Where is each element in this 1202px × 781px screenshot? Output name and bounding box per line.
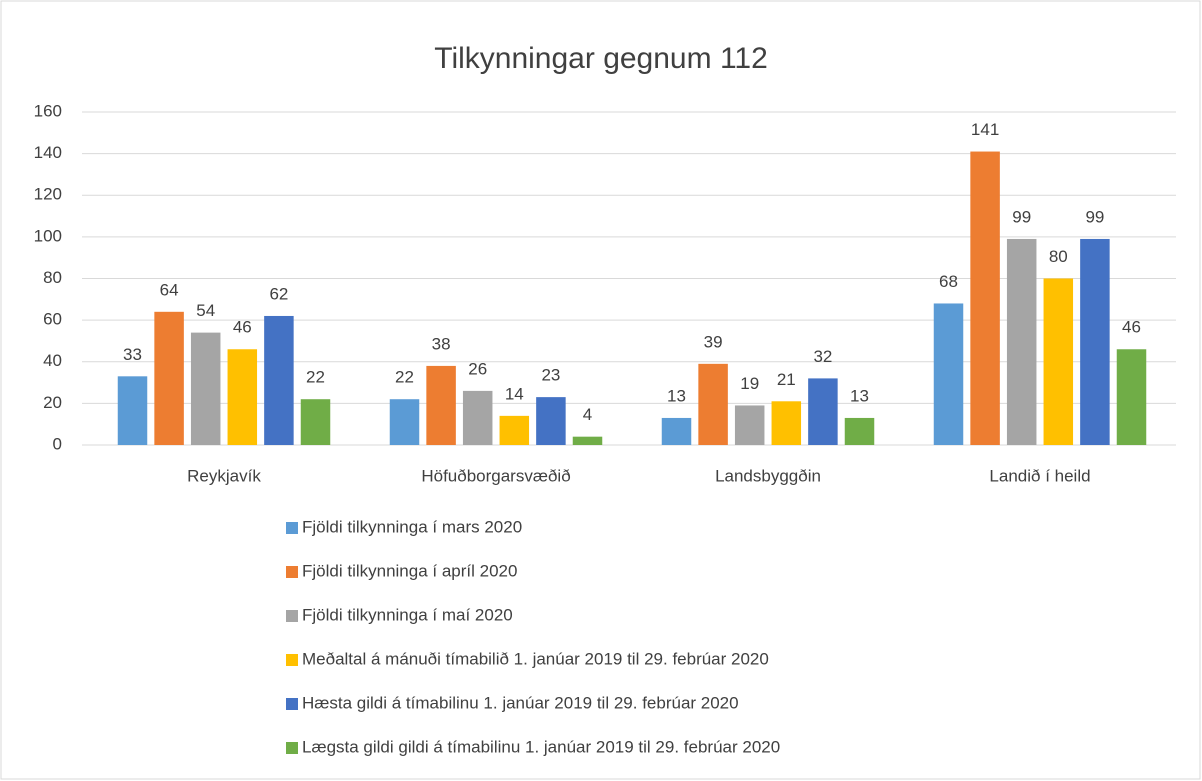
data-label: 68 xyxy=(939,272,958,291)
bar xyxy=(844,417,875,445)
y-tick-label: 120 xyxy=(34,185,62,204)
data-label: 99 xyxy=(1012,207,1031,226)
data-label: 26 xyxy=(468,359,487,378)
legend-swatch xyxy=(286,698,298,710)
data-label: 80 xyxy=(1049,247,1068,266)
data-label: 22 xyxy=(395,368,414,387)
bar xyxy=(300,399,331,445)
bar xyxy=(389,399,420,445)
data-label: 19 xyxy=(740,374,759,393)
bar xyxy=(933,303,964,445)
data-label: 22 xyxy=(306,368,325,387)
x-tick-label: Reykjavík xyxy=(187,466,261,485)
bar xyxy=(426,365,456,445)
bar xyxy=(190,332,221,445)
data-label: 4 xyxy=(583,405,592,424)
legend-swatch xyxy=(286,522,298,534)
data-label: 14 xyxy=(505,384,524,403)
legend-label: Meðaltal á mánuði tímabilið 1. janúar 20… xyxy=(302,649,769,668)
data-label: 46 xyxy=(233,318,252,337)
chart-title: Tilkynningar gegnum 112 xyxy=(434,42,768,75)
data-label: 99 xyxy=(1085,207,1104,226)
bar xyxy=(536,397,566,445)
y-tick-label: 0 xyxy=(53,434,62,453)
bar xyxy=(1116,349,1147,445)
bar xyxy=(462,390,493,445)
x-tick-label: Landsbyggðin xyxy=(715,466,821,485)
data-label: 21 xyxy=(777,370,796,389)
data-label: 54 xyxy=(196,301,215,320)
y-tick-label: 100 xyxy=(34,226,62,245)
legend-label: Fjöldi tilkynninga í apríl 2020 xyxy=(302,561,517,580)
data-label: 13 xyxy=(667,386,686,405)
legend-label: Fjöldi tilkynninga í mars 2020 xyxy=(302,517,522,536)
bar xyxy=(1043,278,1074,445)
bar xyxy=(771,401,802,445)
legend-swatch xyxy=(286,610,298,622)
x-tick-label: Landið í heild xyxy=(989,466,1090,485)
legend-label: Hæsta gildi á tímabilinu 1. janúar 2019 … xyxy=(302,693,739,712)
data-label: 64 xyxy=(160,280,179,299)
bar xyxy=(970,151,1000,445)
legend-swatch xyxy=(286,742,298,754)
data-label: 32 xyxy=(813,347,832,366)
legend-label: Lægsta gildi gildi á tímabilinu 1. janúa… xyxy=(302,737,780,756)
data-label: 38 xyxy=(432,334,451,353)
y-tick-label: 40 xyxy=(43,351,62,370)
data-label: 23 xyxy=(541,366,560,385)
y-tick-label: 60 xyxy=(43,310,62,329)
bar xyxy=(117,376,148,445)
data-label: 39 xyxy=(704,332,723,351)
bar xyxy=(499,415,530,445)
data-label: 33 xyxy=(123,345,142,364)
bar xyxy=(572,436,603,445)
bar xyxy=(661,417,692,445)
legend-label: Fjöldi tilkynninga í maí 2020 xyxy=(302,605,513,624)
y-tick-label: 160 xyxy=(34,101,62,120)
data-label: 62 xyxy=(269,284,288,303)
data-label: 13 xyxy=(850,386,869,405)
data-label: 46 xyxy=(1122,318,1141,337)
bar xyxy=(808,378,838,445)
bar xyxy=(154,311,184,445)
bar xyxy=(734,405,765,445)
x-tick-label: Höfuðborgarsvæðið xyxy=(421,466,570,485)
legend-swatch xyxy=(286,566,298,578)
y-tick-label: 140 xyxy=(34,143,62,162)
bar xyxy=(1080,238,1110,445)
data-label: 141 xyxy=(971,120,999,139)
bar xyxy=(1006,238,1037,445)
bar xyxy=(227,349,258,445)
y-tick-label: 20 xyxy=(43,393,62,412)
y-tick-label: 80 xyxy=(43,268,62,287)
bar xyxy=(264,315,294,445)
bar xyxy=(698,363,728,445)
legend-swatch xyxy=(286,654,298,666)
